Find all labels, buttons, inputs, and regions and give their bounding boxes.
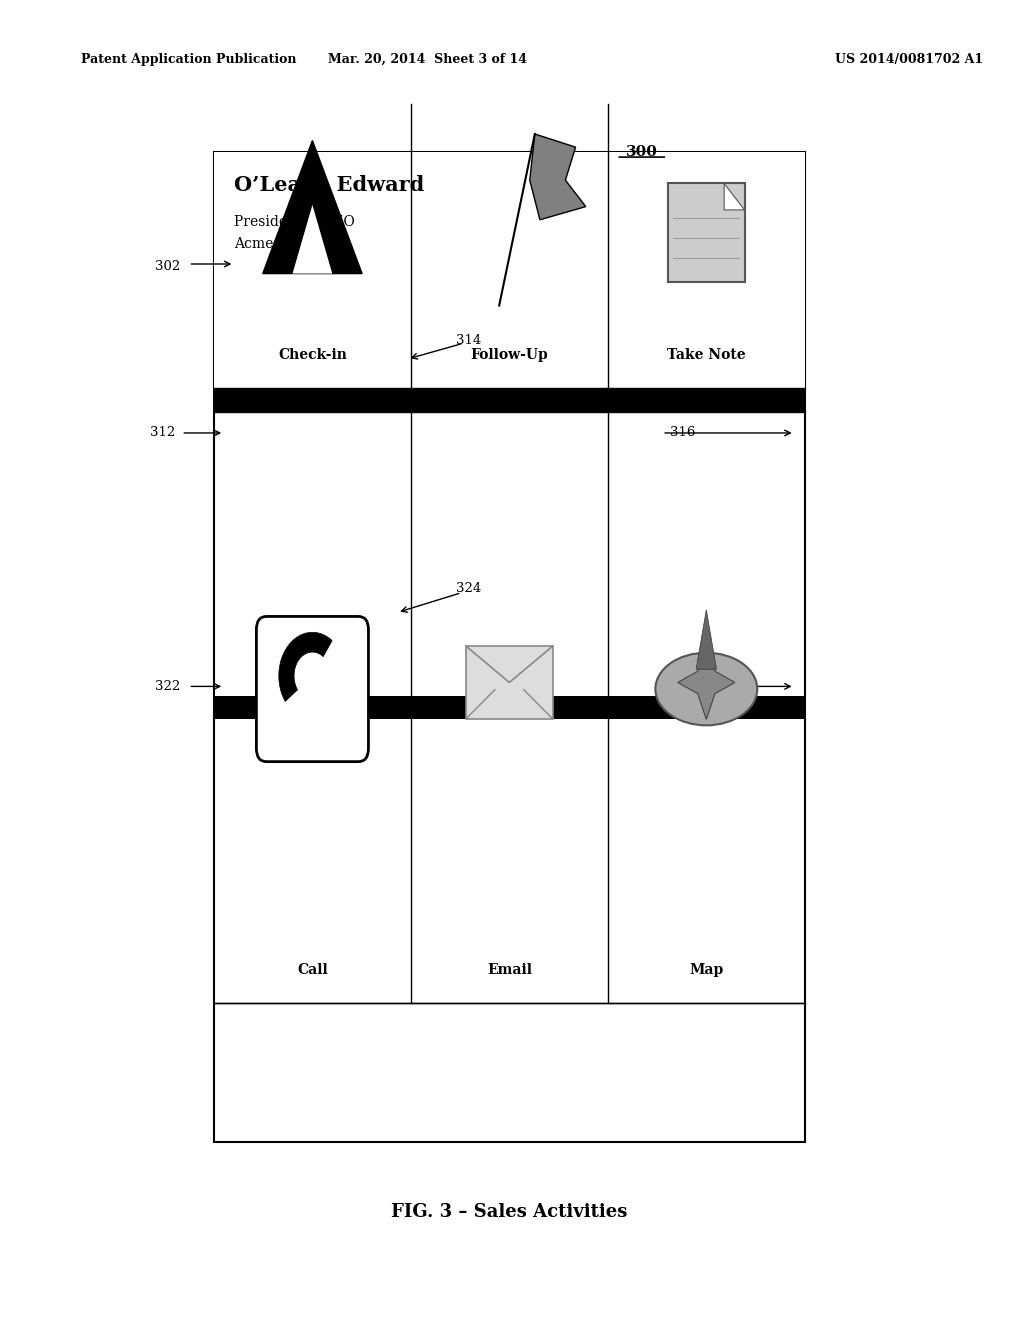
Bar [214, 388, 805, 412]
Text: Mar. 20, 2014  Sheet 3 of 14: Mar. 20, 2014 Sheet 3 of 14 [329, 53, 527, 66]
Bar [214, 152, 805, 1142]
Polygon shape [678, 619, 735, 719]
Text: US 2014/0081702 A1: US 2014/0081702 A1 [836, 53, 983, 66]
Text: 322: 322 [156, 680, 180, 693]
Text: Map: Map [689, 964, 723, 977]
Ellipse shape [655, 653, 758, 726]
Text: 302: 302 [156, 260, 180, 273]
Text: Check-in: Check-in [278, 348, 347, 362]
Text: Email: Email [486, 964, 531, 977]
Text: 312: 312 [151, 426, 176, 440]
Text: 300: 300 [626, 145, 657, 158]
Text: 324: 324 [456, 582, 481, 595]
Text: 326: 326 [670, 680, 695, 693]
Text: Acme: Acme [234, 238, 273, 251]
Bar [214, 696, 805, 719]
Polygon shape [279, 632, 332, 701]
Polygon shape [293, 205, 332, 273]
Polygon shape [724, 183, 744, 210]
Polygon shape [529, 135, 586, 220]
Text: 314: 314 [456, 334, 481, 347]
Text: Patent Application Publication: Patent Application Publication [82, 53, 297, 66]
Text: 316: 316 [670, 426, 695, 440]
Polygon shape [696, 610, 717, 669]
Text: O’Leary, Edward: O’Leary, Edward [234, 174, 425, 195]
Text: Follow-Up: Follow-Up [470, 348, 548, 362]
Text: Take Note: Take Note [667, 348, 745, 362]
Polygon shape [263, 141, 362, 273]
Bar [466, 645, 553, 718]
Bar [214, 152, 805, 412]
FancyBboxPatch shape [256, 616, 369, 762]
Text: Call: Call [297, 964, 328, 977]
Text: President & CEO: President & CEO [234, 215, 355, 228]
Bar [668, 183, 744, 282]
Text: FIG. 3 – Sales Activities: FIG. 3 – Sales Activities [391, 1203, 628, 1221]
